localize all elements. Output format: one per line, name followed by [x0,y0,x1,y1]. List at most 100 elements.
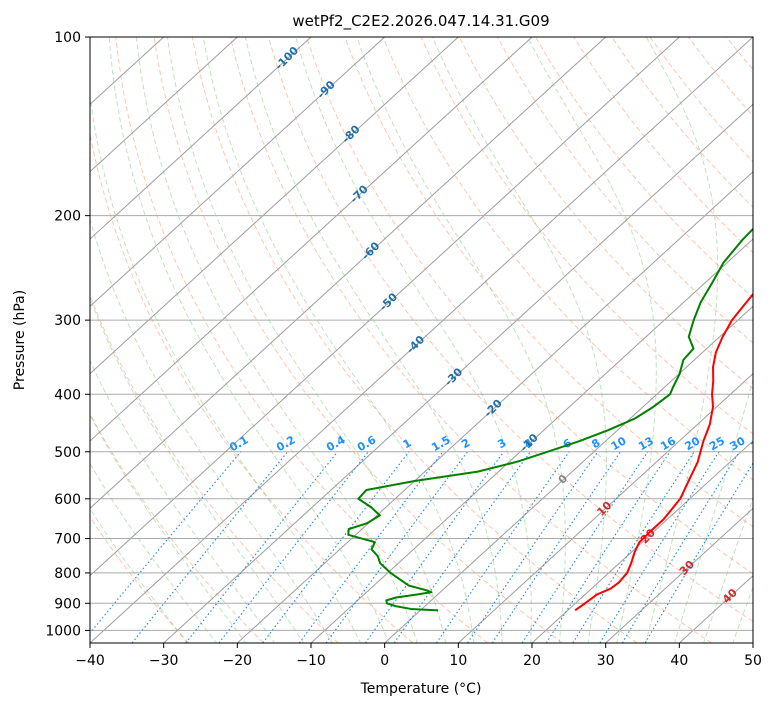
mixing-ratio-line [491,451,621,643]
dry-adiabats [90,37,775,643]
isotherm-line [752,642,753,643]
y-tick-label: 600 [54,492,81,508]
moist-adiabat-line [527,37,657,643]
x-tick-label: 20 [523,653,541,669]
moist-adiabat-line [244,37,503,643]
mixing-ratio-line [599,451,720,643]
mixing-ratio-label: 3 [495,436,508,451]
isobars [90,37,753,631]
isotherm-line [90,37,386,308]
dry-adiabat-line [344,37,753,528]
y-axis-label: Pressure (hPa) [12,290,28,390]
mixing-ratio-line [435,451,570,643]
mixing-ratio-label: 30 [728,434,748,453]
y-tick-label: 1000 [45,623,81,639]
dry-adiabat-line [90,131,414,643]
isotherm-line [90,37,607,510]
y-tick-label: 900 [54,596,81,612]
isotherm-line [90,37,533,442]
moist-adiabat-line [108,37,390,643]
isotherm-line [90,37,312,240]
dry-adiabat-line [458,37,753,390]
mixing-ratio-line [90,451,242,634]
mixing-ratio-line [298,451,444,643]
x-tick-label: −30 [149,653,179,669]
moist-adiabat-line [674,377,753,643]
mixing-ratio-line [545,451,671,643]
mixing-ratio-line [621,451,740,643]
dry-adiabat-line [153,37,563,643]
mixing-ratio-line [185,451,338,643]
isotherm-line [457,372,753,643]
moist-adiabat-line [703,497,753,643]
plot-frame [89,36,754,644]
x-axis-label: Temperature (°C) [360,681,482,697]
y-tick-label: 400 [54,387,81,403]
dry-adiabat-line [611,37,753,208]
moist-adiabat-line [202,37,475,643]
x-tick-label: −10 [296,653,326,669]
y-tick-label: 100 [54,30,81,46]
chart-title: wetPf2_C2E2.2026.047.14.31.G09 [292,12,549,31]
mixing-ratio-label: 0.4 [324,433,348,454]
isotherm-line [605,507,753,643]
moist-adiabats [90,37,753,643]
dry-adiabat-line [191,37,638,643]
y-tick-label: 500 [54,445,81,461]
isotherm-line [236,170,753,643]
dry-adiabat-line [535,37,753,299]
isotherm-line [531,440,753,643]
dry-adiabat-line [687,37,753,117]
y-tick-label: 800 [54,566,81,582]
background-line-labels: 0.1 0.2 0.4 0.6 1 1.5 2 3 4 6 8 10 13 16 20 25 30 36-100-… [227,44,768,606]
isotherm-line [310,238,753,643]
moist-adiabat-line [645,37,719,643]
isotherm-line [384,305,753,643]
x-tick-label: 50 [744,653,762,669]
y-axis-ticks: 100 200 300 400 500 600 700 800 900 1000 [45,30,90,639]
moist-adiabat-line [90,359,276,643]
moist-adiabat-line [90,217,333,643]
profile-series [347,227,753,612]
mixing-ratio-line [262,451,410,643]
moist-adiabat-line [295,37,532,643]
mixing-ratio-label: 16 [658,434,678,453]
x-tick-label: −40 [75,653,105,669]
moist-adiabat-line [90,91,362,643]
mixing-ratio-line [325,451,468,643]
mixing-ratio-label: 20 [682,434,702,453]
x-tick-label: 0 [380,653,389,669]
mixing-ratio-label: 1.5 [429,433,452,454]
dry-adiabat-line [382,37,753,481]
dry-adiabat-line [573,37,753,254]
isotherm-label: -100 [273,44,302,73]
plot-area: 0.1 0.2 0.4 0.6 1 1.5 2 3 4 6 8 10 13 16 20 25 30 36-100-… [90,37,775,643]
y-tick-label: 700 [54,532,81,548]
moist-adiabat-line [90,507,188,643]
dry-adiabat-line [497,37,753,344]
mixing-ratio-label: 2 [459,436,472,451]
isotherm-line [90,37,680,577]
y-tick-label: 300 [54,313,81,329]
dry-adiabat-line [725,37,753,71]
mixing-ratio-line [393,451,531,643]
dry-adiabat-line [229,37,712,643]
skewed-isotherms [90,37,753,643]
dry-adiabat-line [115,37,488,643]
dry-adiabat-line [268,37,753,623]
moist-adiabat-line [356,37,566,643]
mixing-ratio-line [364,451,505,643]
moist-adiabat-line [90,462,218,643]
dry-adiabat-line [765,37,775,643]
x-tick-label: −20 [223,653,253,669]
mixing-ratio-label: 0.6 [355,433,379,454]
mixing-ratio-label: 36 [748,434,768,453]
mixing-ratio-line [572,451,695,643]
mixing-ratio-label: 25 [707,434,727,453]
moist-adiabat-line [732,585,753,643]
mixing-ratio-line [467,451,599,643]
isotherm-line [90,37,238,173]
mixing-ratio-lines [90,451,753,643]
moist-adiabat-line [90,413,247,643]
isotherm-line [90,37,459,375]
